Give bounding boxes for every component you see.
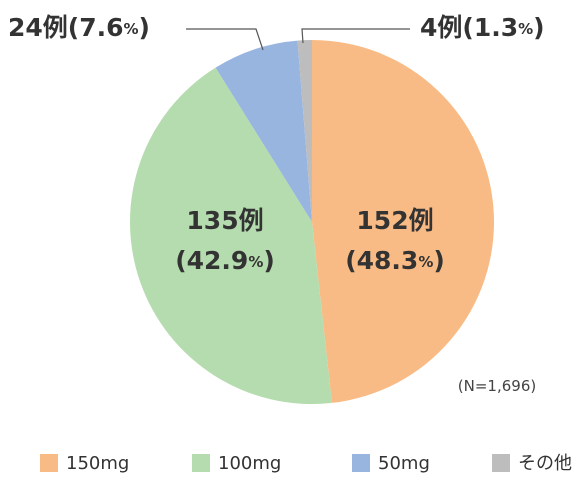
value-label: 135例 [186,206,263,235]
legend-label: 150mg [66,453,129,474]
legend-swatch [192,454,210,472]
legend-swatch [492,454,510,472]
pie-slice [312,40,494,403]
legend-label: 100mg [218,453,281,474]
pie-slice [215,40,312,223]
pie-slice [297,40,312,222]
legend-swatch [352,454,370,472]
percent-label: (1.3%) [462,13,544,42]
value-label: 152例 [356,206,433,235]
legend-label: 50mg [378,453,430,474]
leader-line [301,28,410,44]
note: (N=1,696) [458,377,536,395]
legend-swatch [40,454,58,472]
percent-label: (7.6%) [68,13,150,42]
value-label: 4例 [420,13,462,42]
pie-slice [130,67,332,404]
leader-line [186,28,264,51]
percent-label: (42.9%) [175,246,275,275]
value-label: 24例 [8,13,68,42]
legend-label: その他 [518,453,572,474]
percent-label: (48.3%) [345,246,445,275]
